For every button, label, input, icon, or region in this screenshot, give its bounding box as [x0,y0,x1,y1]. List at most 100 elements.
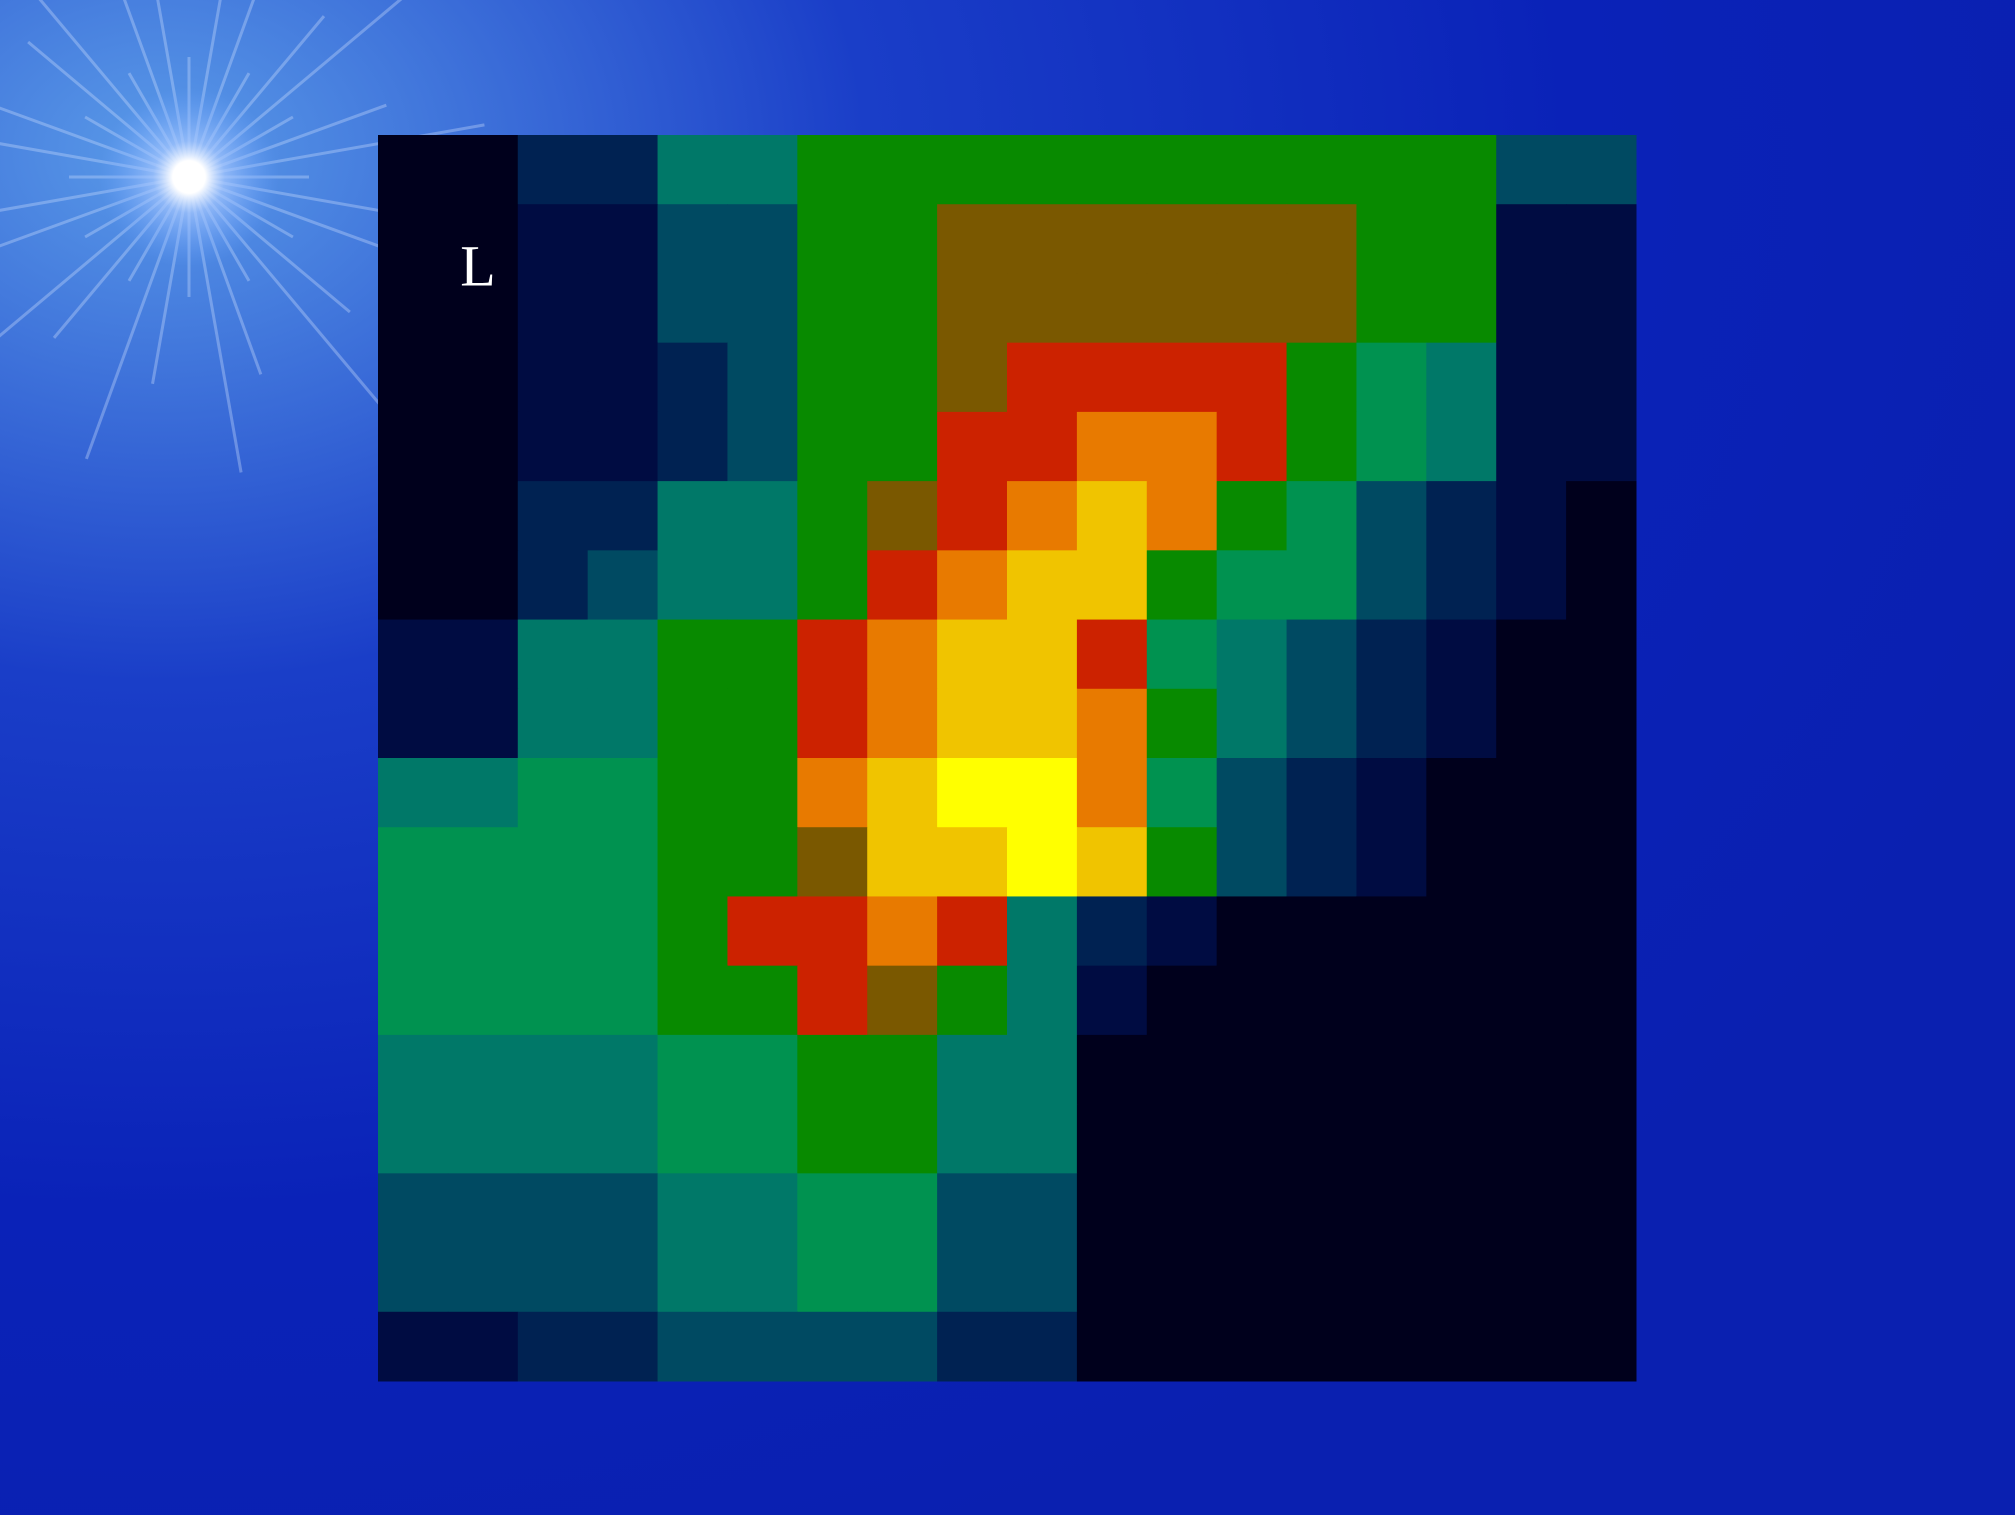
heatmap-cell [588,412,658,482]
heatmap-cell [1287,689,1357,759]
heatmap-cell [937,481,1007,551]
heatmap-cell [588,1035,658,1105]
heatmap-cell [1007,1104,1077,1174]
heatmap-cell [1426,135,1496,205]
heatmap-cell [1007,620,1077,690]
heatmap-cell [1496,620,1566,690]
heatmap-cell [518,1243,588,1313]
heatmap-cell [1356,204,1426,274]
heatmap-cell [658,620,728,690]
heatmap-cell [797,135,867,205]
heatmap-cell [1077,1243,1147,1313]
heatmap-cell [727,758,797,828]
heatmap-cell [1566,1104,1636,1174]
heatmap-cell [1287,620,1357,690]
heatmap-cell [1147,481,1217,551]
heatmap-cell [1287,827,1357,897]
heatmap-cell [1426,481,1496,551]
heatmap-cell [1147,1173,1217,1243]
heatmap-cell [867,135,937,205]
heatmap-cell [378,896,448,966]
heatmap-cell [797,689,867,759]
heatmap-cell [1356,1173,1426,1243]
heatmap-cell [1287,135,1357,205]
heatmap-cell [797,1104,867,1174]
heatmap-cell [1356,1312,1426,1382]
heatmap-image [378,135,1637,1382]
heatmap-cell [1077,620,1147,690]
heatmap-cell [1426,1312,1496,1382]
heatmap-cell [1007,758,1077,828]
heatmap-cell [867,412,937,482]
heatmap-cell [1566,1035,1636,1105]
heatmap-cell [727,896,797,966]
heatmap-cell [658,1104,728,1174]
heatmap-cell [1007,966,1077,1036]
heatmap-cell [1287,966,1357,1036]
heatmap-cell [1426,550,1496,620]
heatmap-cell [518,966,588,1036]
heatmap-cell [658,966,728,1036]
heatmap-cell [1147,343,1217,413]
heatmap-cell [1287,343,1357,413]
heatmap-cell [1496,1243,1566,1313]
heatmap-cell [1217,1243,1287,1313]
heatmap-cell [1566,204,1636,274]
heatmap-cell [867,827,937,897]
heatmap-cell [448,1104,518,1174]
heatmap-cell [797,966,867,1036]
heatmap-cell [1217,1104,1287,1174]
heatmap-cell [448,758,518,828]
heatmap-cell [1217,343,1287,413]
heatmap-cell [1426,343,1496,413]
heatmap-cell [658,758,728,828]
heatmap-cell [1566,481,1636,551]
heatmap-cell [1356,620,1426,690]
heatmap-cell [588,966,658,1036]
heatmap-cell [1287,550,1357,620]
heatmap-cell [867,1104,937,1174]
heatmap-cell [1217,896,1287,966]
heatmap-cell [797,758,867,828]
heatmap-cell [1007,1243,1077,1313]
heatmap-cell [518,412,588,482]
heatmap-cell [1496,689,1566,759]
heatmap-cell [448,827,518,897]
heatmap-cell [1566,273,1636,343]
heatmap-cell [1426,1243,1496,1313]
heatmap-cell [658,343,728,413]
heatmap-cell [658,273,728,343]
heatmap-cell [518,273,588,343]
heatmap-cell [1426,412,1496,482]
heatmap-cell [1496,1173,1566,1243]
heatmap-cell [1217,550,1287,620]
heatmap-cell [588,481,658,551]
heatmap-cell [378,758,448,828]
heatmap-cell [1287,758,1357,828]
heatmap-cell [1566,135,1636,205]
heatmap-cell [378,966,448,1036]
heatmap-cell [1077,481,1147,551]
heatmap-cell [1217,620,1287,690]
heatmap-cell [937,966,1007,1036]
heatmap-cell [1077,1173,1147,1243]
heatmap-cell [867,1312,937,1382]
heatmap-cell [1496,966,1566,1036]
starburst [99,87,279,267]
heatmap-cell [1287,1104,1357,1174]
heatmap-cell [378,204,448,274]
heatmap-cell [1356,550,1426,620]
heatmap-cell [1007,481,1077,551]
heatmap-cell [518,620,588,690]
heatmap-cell [1007,135,1077,205]
heatmap-cell [867,1035,937,1105]
heatmap-cell [1496,1035,1566,1105]
heatmap-cell [588,343,658,413]
heatmap-cell [1426,758,1496,828]
heatmap-cell [378,689,448,759]
heatmap-cell [1426,273,1496,343]
heatmap-cell [518,1312,588,1382]
heatmap-cell [1356,273,1426,343]
heatmap-cell [588,1173,658,1243]
heatmap-cell [1426,204,1496,274]
